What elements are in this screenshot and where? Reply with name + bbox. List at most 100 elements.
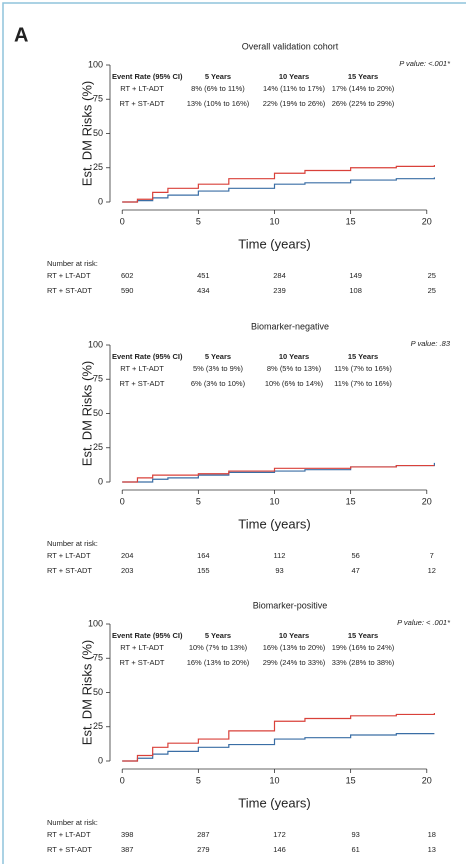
- y-tick-label: 0: [98, 476, 103, 486]
- event-rate: 6% (3% to 10%): [191, 379, 246, 388]
- y-tick-label: 75: [93, 653, 103, 663]
- x-tick-label: 5: [196, 775, 201, 785]
- at-risk-count: 287: [197, 830, 210, 839]
- at-risk-count: 112: [274, 551, 286, 560]
- at-risk-count: 279: [197, 845, 210, 854]
- panel-label: A: [14, 24, 28, 46]
- event-rate: 19% (16% to 24%): [332, 643, 395, 652]
- at-risk-count: 25: [428, 286, 436, 295]
- x-tick-label: 0: [120, 775, 125, 785]
- p-value: P value: < .001*: [397, 618, 451, 627]
- event-header: Event Rate (95% CI): [112, 631, 183, 640]
- y-tick-label: 75: [93, 94, 103, 104]
- at-risk-count: 172: [273, 830, 286, 839]
- event-rate: 8% (6% to 11%): [191, 84, 245, 93]
- curve: [122, 462, 435, 483]
- at-risk-label: RT + ST-ADT: [47, 566, 92, 575]
- at-risk-count: 47: [351, 566, 359, 575]
- y-axis-label: Est. DM Risks (%): [79, 361, 94, 466]
- event-rate: 5% (3% to 9%): [193, 364, 244, 373]
- event-rate: 11% (7% to 16%): [334, 364, 392, 373]
- at-risk-count: 18: [428, 830, 436, 839]
- x-tick-label: 20: [422, 216, 432, 226]
- event-rate: 26% (22% to 29%): [332, 99, 395, 108]
- y-tick-label: 25: [93, 721, 103, 731]
- x-tick-label: 10: [269, 775, 279, 785]
- y-tick-label: 100: [88, 59, 103, 69]
- x-axis-label: Time (years): [238, 516, 310, 531]
- event-rate: 8% (5% to 13%): [267, 364, 322, 373]
- event-column: 10 Years: [279, 631, 309, 640]
- y-tick-label: 50: [93, 687, 103, 697]
- event-header: Event Rate (95% CI): [112, 72, 183, 81]
- at-risk-count: 155: [197, 566, 210, 575]
- x-tick-label: 15: [346, 216, 356, 226]
- event-rate: 16% (13% to 20%): [187, 658, 250, 667]
- event-rate: 14% (11% to 17%): [263, 84, 325, 93]
- at-risk-count: 56: [351, 551, 359, 560]
- y-tick-label: 100: [88, 618, 103, 628]
- legend-entry: RT + LT-ADT: [120, 84, 164, 93]
- y-tick-label: 25: [93, 162, 103, 172]
- at-risk-count: 203: [121, 566, 134, 575]
- y-tick-label: 100: [88, 339, 103, 349]
- at-risk-count: 602: [121, 271, 134, 280]
- at-risk-label: RT + LT-ADT: [47, 830, 91, 839]
- legend-entry: RT + ST-ADT: [120, 379, 165, 388]
- event-column: 10 Years: [279, 72, 309, 81]
- y-tick-label: 25: [93, 442, 103, 452]
- event-rate: 17% (14% to 20%): [332, 84, 395, 93]
- at-risk-count: 12: [428, 566, 436, 575]
- x-tick-label: 5: [196, 216, 201, 226]
- p-value: P value: <.001*: [399, 59, 451, 68]
- curve: [122, 464, 435, 483]
- y-tick-label: 0: [98, 196, 103, 206]
- at-risk-label: RT + ST-ADT: [47, 286, 92, 295]
- y-axis-label: Est. DM Risks (%): [79, 81, 94, 186]
- curve: [122, 165, 435, 203]
- at-risk-count: 146: [273, 845, 286, 854]
- x-axis-label: Time (years): [238, 236, 310, 251]
- at-risk-label: RT + ST-ADT: [47, 845, 92, 854]
- at-risk-count: 93: [275, 566, 283, 575]
- x-tick-label: 5: [196, 496, 201, 506]
- y-tick-label: 75: [93, 374, 103, 384]
- at-risk-count: 164: [197, 551, 210, 560]
- chart-title: Biomarker-negative: [251, 321, 329, 331]
- at-risk-title: Number at risk:: [47, 259, 98, 268]
- at-risk-count: 25: [428, 271, 436, 280]
- curve: [122, 733, 435, 762]
- event-rate: 22% (19% to 26%): [263, 99, 326, 108]
- at-risk-label: RT + LT-ADT: [47, 551, 91, 560]
- x-tick-label: 10: [269, 496, 279, 506]
- curve: [122, 177, 435, 203]
- at-risk-count: 398: [121, 830, 134, 839]
- legend-entry: RT + LT-ADT: [120, 364, 164, 373]
- y-tick-label: 50: [93, 128, 103, 138]
- at-risk-label: RT + LT-ADT: [47, 271, 91, 280]
- at-risk-count: 61: [351, 845, 359, 854]
- at-risk-count: 108: [349, 286, 362, 295]
- x-tick-label: 20: [422, 775, 432, 785]
- at-risk-title: Number at risk:: [47, 539, 98, 548]
- y-tick-label: 0: [98, 755, 103, 765]
- event-column: 15 Years: [348, 72, 378, 81]
- event-column: 15 Years: [348, 631, 378, 640]
- at-risk-count: 451: [197, 271, 210, 280]
- legend-entry: RT + LT-ADT: [120, 643, 164, 652]
- event-rate: 10% (6% to 14%): [265, 379, 324, 388]
- p-value: P value: .83: [411, 339, 451, 348]
- curve: [122, 713, 435, 762]
- y-axis-label: Est. DM Risks (%): [79, 640, 94, 745]
- event-header: Event Rate (95% CI): [112, 352, 183, 361]
- at-risk-count: 387: [121, 845, 134, 854]
- at-risk-count: 7: [430, 551, 434, 560]
- event-column: 15 Years: [348, 352, 378, 361]
- at-risk-count: 239: [273, 286, 286, 295]
- event-rate: 16% (13% to 20%): [263, 643, 326, 652]
- at-risk-title: Number at risk:: [47, 818, 98, 827]
- event-column: 5 Years: [205, 72, 231, 81]
- legend-entry: RT + ST-ADT: [120, 658, 165, 667]
